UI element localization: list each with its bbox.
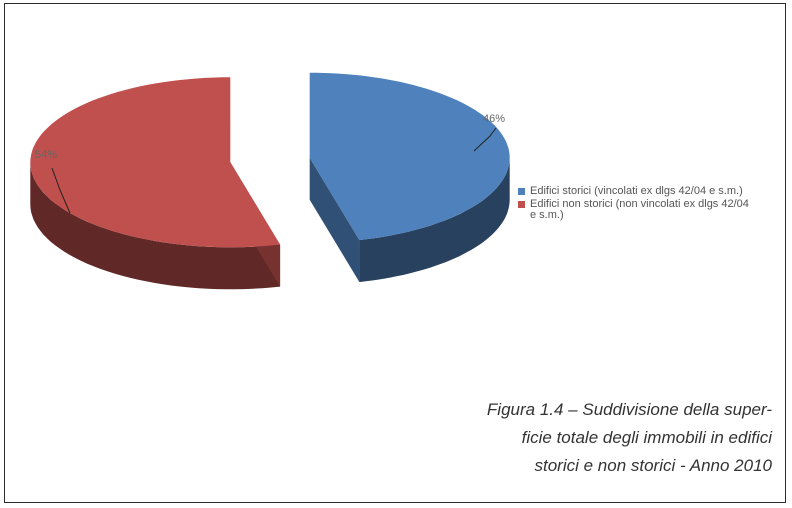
legend-label-non-storici: Edifici non storici (non vincolati ex dl… bbox=[530, 198, 749, 221]
legend-item-non-storici: Edifici non storici (non vincolati ex dl… bbox=[518, 199, 758, 221]
slice-side-1 bbox=[30, 162, 281, 290]
data-label-1: 54% bbox=[35, 149, 57, 161]
legend-label-storici: Edifici storici (vincolati ex dlgs 42/04… bbox=[530, 185, 743, 197]
figure-frame bbox=[4, 3, 786, 503]
data-label-0: 46% bbox=[483, 113, 505, 125]
legend: Edifici storici (vincolati ex dlgs 42/04… bbox=[518, 186, 758, 223]
leader-line-0 bbox=[473, 127, 497, 152]
legend-item-storici: Edifici storici (vincolati ex dlgs 42/04… bbox=[518, 186, 758, 197]
slice-1 bbox=[30, 77, 281, 248]
leader-line-1 bbox=[51, 167, 71, 214]
legend-swatch-non-storici bbox=[518, 201, 525, 208]
slice-0 bbox=[309, 72, 510, 241]
legend-swatch-storici bbox=[518, 188, 525, 195]
figure-caption: Figura 1.4 – Suddivisione della super- f… bbox=[486, 400, 772, 475]
slice-cut-0 bbox=[309, 157, 360, 283]
slice-side-0 bbox=[359, 157, 510, 283]
